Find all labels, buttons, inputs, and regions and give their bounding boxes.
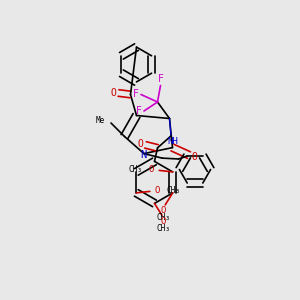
Text: Me: Me (96, 116, 105, 125)
Text: F: F (136, 106, 142, 116)
Text: O: O (191, 152, 197, 162)
Text: O: O (137, 139, 143, 149)
Text: F: F (133, 89, 139, 100)
Text: CH₃: CH₃ (166, 186, 180, 195)
Text: F: F (158, 74, 164, 85)
Text: O: O (110, 88, 116, 98)
Text: CH₃: CH₃ (157, 213, 171, 222)
Text: CH₃: CH₃ (129, 165, 143, 174)
Text: O: O (161, 217, 166, 226)
Text: O: O (154, 186, 159, 195)
Text: O: O (149, 165, 154, 174)
Text: CH₃: CH₃ (157, 224, 170, 232)
Text: N: N (140, 150, 146, 160)
Text: NH: NH (167, 137, 178, 146)
Text: O: O (161, 206, 167, 215)
